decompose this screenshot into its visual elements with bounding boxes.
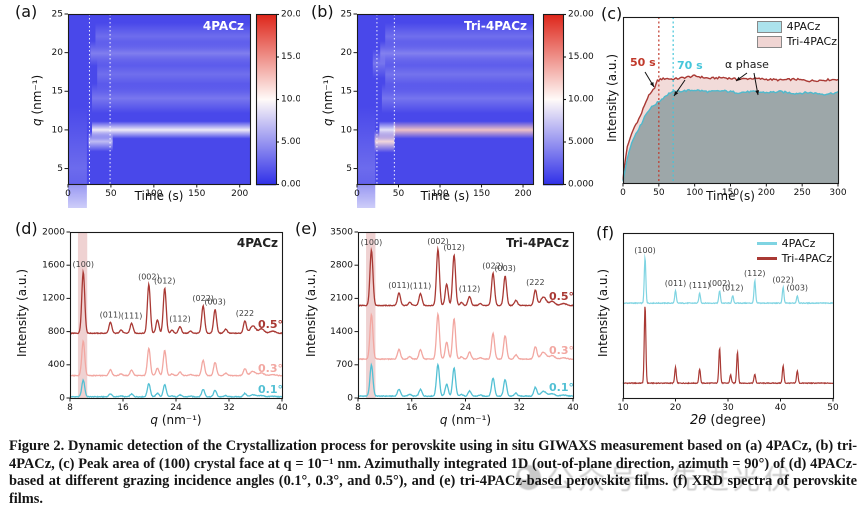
figure-caption: Figure 2. Dynamic detection of the Cryst… [9, 438, 857, 508]
annotation-50s: 50 s [630, 56, 656, 69]
panel-b-y-axis-label: q (nm⁻¹) [321, 74, 335, 126]
panel-label-c: (c) [601, 4, 623, 23]
caption-line: based at different grazing incidence ang… [9, 473, 857, 489]
panel-e-1d-integration-tri4pacz: (e) Tri-4PACz Intensity (a.u.) q (nm⁻¹) … [292, 210, 582, 435]
panel-e-x-axis-label: q (nm⁻¹) [439, 413, 492, 427]
legend-swatch-tri4pacz [756, 35, 782, 48]
panel-b-giwaxs-tri4pacz: (b) Tri-4PACz q (nm⁻¹) Time (s) [297, 0, 597, 208]
legend-line-tri4pacz [756, 257, 777, 260]
panel-c-peak-area-kinetics: (c) Intensity (a.u.) Time (s) 4PACz Tri-… [597, 0, 865, 208]
panel-e-title: Tri-4PACz [506, 236, 569, 250]
panel-label-a: (a) [15, 2, 38, 21]
watermark: 公众号：先进光伏 [516, 458, 795, 497]
panel-f-y-axis-label: Intensity (a.u.) [596, 269, 610, 357]
panel-c-y-axis-label: Intensity (a.u.) [605, 54, 619, 142]
panel-d-y-axis-label: Intensity (a.u.) [15, 269, 29, 357]
legend-swatch-4pacz [756, 20, 782, 33]
panel-label-f: (f) [596, 223, 615, 242]
panel-label-e: (e) [295, 219, 318, 238]
xrd-canvas-4pacz [0, 210, 292, 435]
panel-a-giwaxs-4pacz: (a) 4PACz q (nm⁻¹) Time (s) [0, 0, 300, 208]
annotation-alpha-phase: α phase [725, 58, 769, 71]
panel-d-title: 4PACz [236, 236, 278, 250]
angle-label-03: 0.3° [549, 344, 574, 357]
legend-item-tri4pacz: Tri-4PACz [756, 252, 832, 265]
annotation-70s: 70 s [677, 59, 703, 72]
panel-a-title: 4PACz [202, 19, 244, 33]
caption-line: films. [9, 490, 43, 507]
kinetics-canvas [597, 0, 865, 208]
angle-label-03: 0.3° [258, 362, 283, 375]
panel-d-1d-integration-4pacz: (d) 4PACz Intensity (a.u.) q (nm⁻¹) 0.5°… [0, 210, 292, 435]
angle-label-05: 0.5° [549, 290, 574, 303]
panel-b-title: Tri-4PACz [464, 19, 527, 33]
panel-d-x-axis-label: q (nm⁻¹) [150, 413, 202, 427]
panel-a-y-axis-label: q (nm⁻¹) [30, 74, 44, 126]
watermark-text: 公众号：先进光伏 [547, 465, 795, 496]
panel-c-x-axis-label: Time (s) [706, 189, 755, 203]
legend-line-4pacz [756, 242, 777, 245]
angle-label-05: 0.5° [258, 318, 283, 331]
panel-label-b: (b) [311, 2, 334, 21]
panel-c-legend: 4PACz Tri-4PACz [756, 20, 837, 48]
angle-label-01: 0.1° [258, 383, 283, 396]
legend-item-tri4pacz: Tri-4PACz [756, 35, 837, 48]
caption-line: 4PACz, (c) Peak area of (100) crystal fa… [9, 455, 857, 472]
panel-f-xrd-spectra: (f) Intensity (a.u.) 2θ (degree) 4PACz T… [585, 210, 865, 435]
panel-f-legend: 4PACz Tri-4PACz [756, 237, 832, 265]
legend-item-4pacz: 4PACz [756, 20, 837, 33]
caption-line: Figure 2. Dynamic detection of the Cryst… [9, 438, 857, 454]
panel-e-y-axis-label: Intensity (a.u.) [304, 269, 318, 357]
heatmap-canvas-4pacz [0, 0, 300, 208]
panel-b-x-axis-label: Time (s) [420, 189, 470, 203]
angle-label-01: 0.1° [549, 381, 574, 394]
legend-item-4pacz: 4PACz [756, 237, 832, 250]
xrd-canvas-tri4pacz [292, 210, 582, 435]
xrd-compare-canvas [585, 210, 865, 435]
panel-f-x-axis-label: 2θ (degree) [689, 413, 767, 428]
heatmap-canvas-tri4pacz [297, 0, 597, 208]
panel-a-x-axis-label: Time (s) [134, 189, 184, 203]
wechat-logo-icon [516, 465, 541, 490]
panel-label-d: (d) [15, 219, 38, 238]
